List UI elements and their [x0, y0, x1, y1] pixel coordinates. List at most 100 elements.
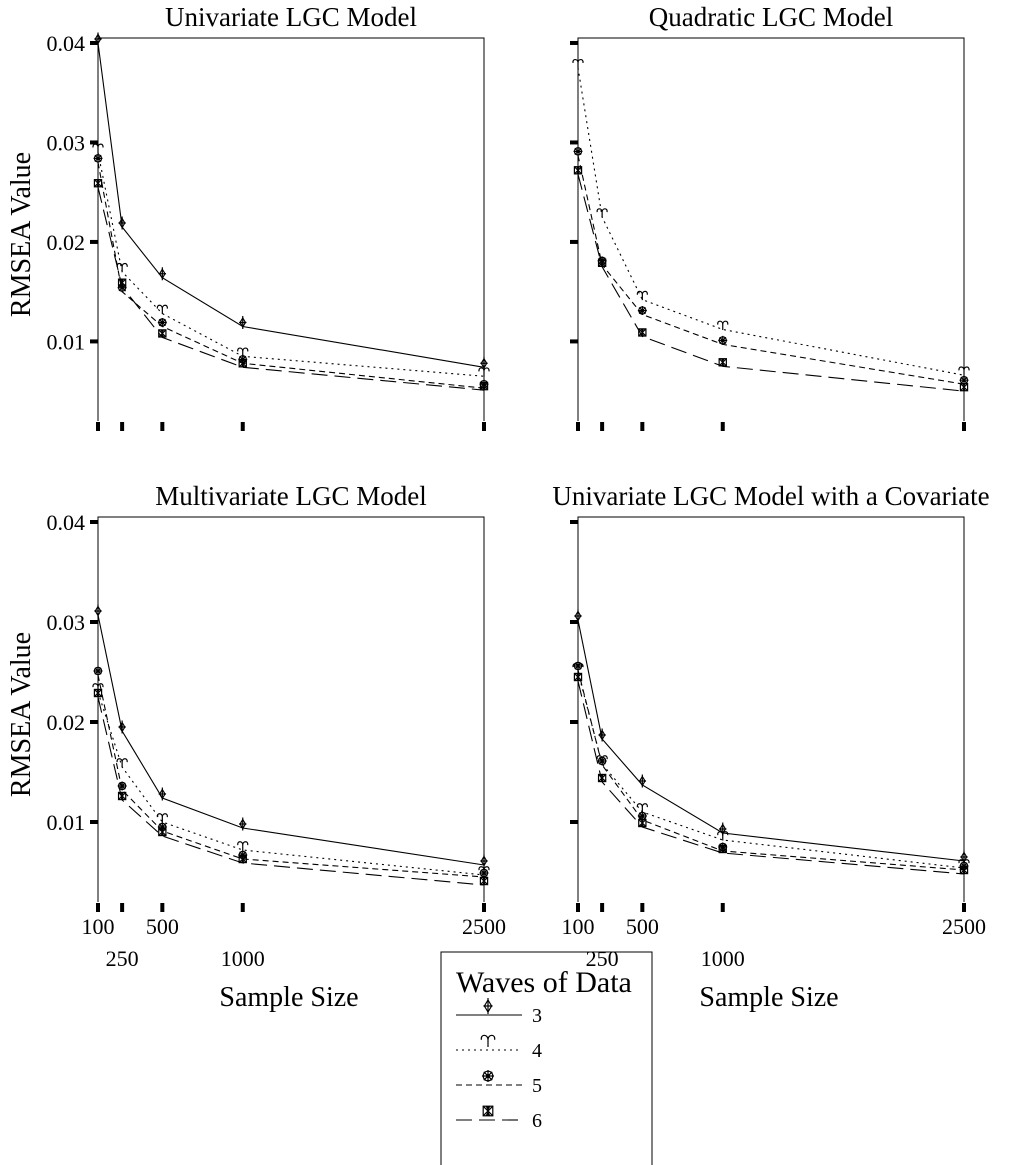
x-tick-mark [482, 422, 486, 431]
data-point [156, 813, 168, 823]
data-point [94, 32, 102, 46]
x-axis-label: Sample Size [219, 982, 358, 1013]
data-point [239, 315, 247, 329]
data-point [92, 683, 104, 693]
data-point [237, 347, 249, 357]
series-4 [92, 143, 490, 377]
y-tick-label: 0.02 [47, 230, 86, 255]
plot-frame [97, 37, 485, 421]
data-point [574, 609, 582, 623]
data-point [158, 267, 167, 281]
x-tick-mark [962, 903, 966, 912]
y-tick-mark [90, 239, 98, 244]
data-point [636, 803, 648, 813]
data-point [93, 179, 103, 188]
series-5 [93, 153, 489, 389]
x-tick-mark [720, 903, 725, 912]
data-point [958, 366, 970, 376]
data-point [597, 773, 607, 783]
y-tick-mark [570, 820, 578, 824]
data-point [238, 854, 247, 864]
series-line [97, 691, 485, 876]
legend-entry-3: 3 [456, 998, 542, 1027]
chart-panel-4: Univariate LGC Model with a Covariate 100… [552, 481, 989, 1013]
x-tick-label: 500 [146, 914, 179, 939]
y-axis-label: RMSEA Value [6, 152, 37, 317]
y-axis-label: RMSEA Value [6, 632, 37, 797]
panel-title: Multivariate LGC Model [155, 481, 426, 511]
y-tick-label: 0.03 [47, 610, 86, 635]
panel-title: Univariate LGC Model with a Covariate [552, 481, 989, 511]
data-point [717, 320, 729, 330]
y-tick-label: 0.01 [47, 810, 86, 835]
legend-entry-4: 4 [456, 1034, 542, 1062]
x-tick-mark [96, 903, 100, 912]
data-point [93, 153, 103, 163]
y-tick-mark [90, 40, 98, 45]
data-point [572, 58, 584, 69]
y-tick-mark [570, 40, 578, 45]
y-tick-label: 0.04 [47, 31, 86, 56]
series-5 [93, 666, 489, 878]
legend-marker [480, 1034, 496, 1047]
y-tick-mark [90, 820, 98, 824]
y-tick-mark [90, 720, 98, 724]
legend-label: 3 [532, 1005, 542, 1027]
data-point [597, 258, 607, 268]
data-point [239, 817, 247, 831]
x-tick-mark [576, 422, 580, 431]
series-4 [572, 58, 970, 376]
series-line [97, 674, 485, 878]
x-tick-label: 250 [586, 946, 619, 971]
series-line [577, 619, 965, 862]
legend-entry-5: 5 [456, 1070, 542, 1097]
data-point [156, 304, 168, 315]
data-point [116, 758, 128, 768]
x-tick-mark [120, 422, 125, 431]
x-tick-label: 250 [106, 946, 139, 971]
data-point [637, 811, 647, 821]
series-line [577, 174, 965, 392]
y-tick-label: 0.04 [47, 510, 86, 535]
data-point [638, 774, 647, 788]
x-tick-mark [240, 422, 245, 431]
y-tick-mark [570, 720, 578, 724]
chart-panel-2: Quadratic LGC Model [570, 2, 970, 431]
y-tick-mark [570, 239, 578, 244]
series-6 [573, 166, 969, 392]
x-tick-mark [120, 903, 125, 912]
plot-frame [97, 516, 485, 902]
data-point [117, 781, 127, 791]
data-point [158, 329, 167, 338]
data-point [117, 278, 127, 287]
data-point [637, 306, 647, 316]
data-point [573, 146, 583, 156]
data-point [480, 854, 488, 868]
x-tick-label: 2500 [462, 914, 506, 939]
data-point [573, 166, 583, 175]
data-point [480, 356, 488, 370]
data-point [597, 756, 607, 766]
y-tick-label: 0.02 [47, 710, 86, 735]
x-tick-label: 100 [562, 914, 595, 939]
legend-label: 6 [532, 1110, 542, 1132]
panel-title: Univariate LGC Model [165, 2, 417, 32]
legend-marker [482, 1070, 494, 1082]
data-point [158, 827, 167, 837]
x-tick-mark [640, 422, 645, 431]
legend-label: 4 [532, 1040, 542, 1062]
data-point [718, 335, 728, 345]
data-point [638, 328, 647, 337]
data-point [158, 787, 167, 801]
series-6 [573, 672, 969, 875]
x-tick-mark [720, 422, 725, 431]
y-tick-mark [570, 140, 578, 145]
x-tick-label: 2500 [942, 914, 986, 939]
data-point [573, 661, 583, 671]
legend-entry-6: 6 [456, 1105, 542, 1132]
data-point [117, 791, 127, 801]
y-tick-mark [90, 520, 98, 524]
data-point [636, 290, 648, 301]
x-tick-mark [600, 422, 605, 431]
series-4 [92, 683, 490, 876]
